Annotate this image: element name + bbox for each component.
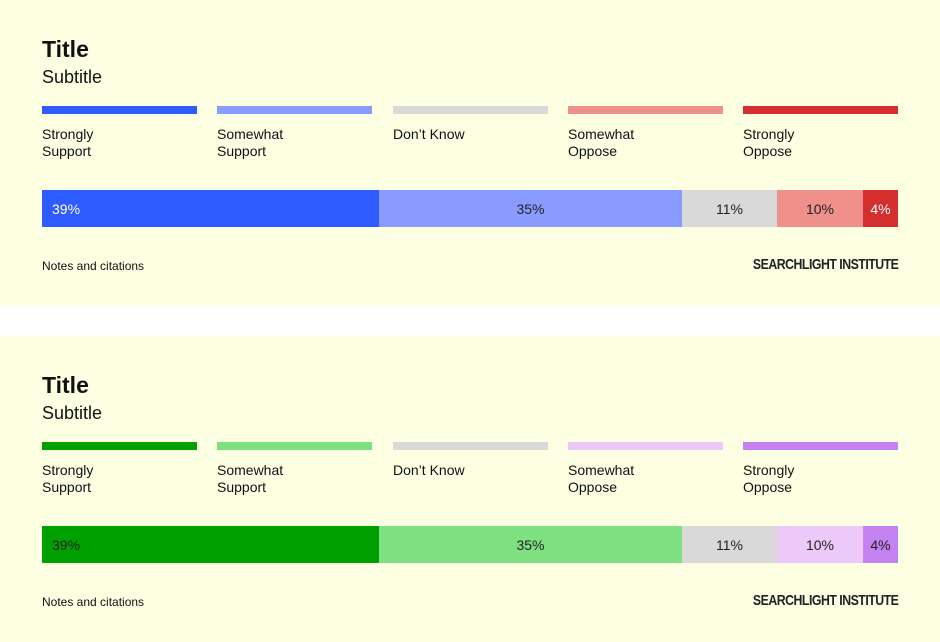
data-label: 4% bbox=[870, 536, 891, 553]
notes-text: Notes and citations bbox=[42, 259, 145, 273]
notes-text: Notes and citations bbox=[42, 595, 145, 609]
legend-label: Somewhat Support bbox=[217, 126, 372, 160]
legend-label-line: Strongly bbox=[743, 126, 795, 142]
legend-label-line: Somewhat bbox=[217, 126, 284, 142]
legend-label-line: Support bbox=[217, 143, 267, 159]
legend-label-line: Somewhat bbox=[568, 462, 635, 478]
data-label: 35% bbox=[516, 200, 545, 217]
legend-label-line: Strongly bbox=[743, 462, 795, 478]
chart-subtitle: Subtitle bbox=[42, 403, 103, 423]
legend-label-line: Support bbox=[42, 143, 92, 159]
legend-label: Don’t Know bbox=[393, 462, 548, 479]
legend-item: Don’t Know bbox=[393, 442, 548, 479]
bar-segment: 35% bbox=[379, 190, 682, 227]
legend-swatch bbox=[393, 106, 548, 114]
chart-panel-2: Title Subtitle Strongly Support Somewhat Su… bbox=[0, 336, 940, 642]
legend-swatch bbox=[393, 442, 548, 450]
legend-item: Strongly Oppose bbox=[743, 442, 898, 496]
bar-segment: 10% bbox=[777, 526, 863, 563]
legend-label-line: Somewhat bbox=[217, 462, 284, 478]
data-label: 11% bbox=[716, 200, 743, 217]
data-label: 10% bbox=[805, 536, 835, 553]
legend-label: Don’t Know bbox=[393, 126, 548, 143]
legend-label: Somewhat Support bbox=[217, 462, 372, 496]
chart-subtitle: Subtitle bbox=[42, 67, 103, 87]
stacked-bar: 39% 35% 11% 10% 4% bbox=[42, 190, 898, 227]
legend-item: Strongly Support bbox=[42, 442, 197, 496]
legend-swatch bbox=[743, 442, 898, 450]
bar-segment: 4% bbox=[863, 526, 898, 563]
legend-item: Somewhat Oppose bbox=[568, 106, 723, 160]
legend-item: Somewhat Support bbox=[217, 106, 372, 160]
legend-label-line: Support bbox=[217, 479, 267, 495]
legend-label: Strongly Support bbox=[42, 462, 197, 496]
data-label: 35% bbox=[516, 536, 545, 553]
legend-swatch bbox=[42, 442, 197, 450]
legend-swatch bbox=[568, 106, 723, 114]
legend-swatch bbox=[42, 106, 197, 114]
bar-segment: 4% bbox=[863, 190, 898, 227]
data-label: 4% bbox=[870, 200, 891, 217]
legend-label-line: Oppose bbox=[568, 143, 618, 159]
legend-swatch bbox=[568, 442, 723, 450]
data-label: 10% bbox=[805, 200, 835, 217]
bar-segment: 39% bbox=[42, 190, 379, 227]
legend-label-line: Support bbox=[42, 479, 92, 495]
brand-logo: SEARCHLIGHT INSTITUTE bbox=[752, 256, 899, 273]
chart-title: Title bbox=[42, 36, 89, 62]
chart-title: Title bbox=[42, 372, 89, 398]
chart-panel-1: Title Subtitle Strongly Support Somewhat Su… bbox=[0, 0, 940, 306]
legend-swatch bbox=[217, 442, 372, 450]
legend-label-line: Strongly bbox=[42, 126, 94, 142]
legend-label: Somewhat Oppose bbox=[568, 462, 723, 496]
bar-segment: 10% bbox=[777, 190, 863, 227]
legend-item: Somewhat Support bbox=[217, 442, 372, 496]
legend-label-line: Oppose bbox=[743, 143, 793, 159]
bar-segment: 11% bbox=[682, 190, 777, 227]
legend-label-line: Strongly bbox=[42, 462, 94, 478]
legend-label-line: Oppose bbox=[743, 479, 793, 495]
legend-label: Strongly Oppose bbox=[743, 462, 898, 496]
legend-item: Strongly Oppose bbox=[743, 106, 898, 160]
legend-label: Somewhat Oppose bbox=[568, 126, 723, 160]
legend-label-line: Somewhat bbox=[568, 126, 635, 142]
legend-label-line: Oppose bbox=[568, 479, 618, 495]
data-label: 11% bbox=[716, 536, 743, 553]
legend-label: Strongly Oppose bbox=[743, 126, 898, 160]
legend-label-line: Don’t Know bbox=[393, 462, 465, 478]
bar-segment: 35% bbox=[379, 526, 682, 563]
brand-logo: SEARCHLIGHT INSTITUTE bbox=[752, 592, 899, 609]
stacked-bar: 39% 35% 11% 10% 4% bbox=[42, 526, 898, 563]
legend-swatch bbox=[217, 106, 372, 114]
bar-segment: 11% bbox=[682, 526, 777, 563]
legend-swatch bbox=[743, 106, 898, 114]
legend-label: Strongly Support bbox=[42, 126, 197, 160]
legend-item: Don’t Know bbox=[393, 106, 548, 143]
bar-segment: 39% bbox=[42, 526, 379, 563]
data-label: 39% bbox=[52, 200, 81, 217]
legend-item: Somewhat Oppose bbox=[568, 442, 723, 496]
data-label: 39% bbox=[52, 536, 81, 553]
legend-label-line: Don’t Know bbox=[393, 126, 465, 142]
legend-item: Strongly Support bbox=[42, 106, 197, 160]
